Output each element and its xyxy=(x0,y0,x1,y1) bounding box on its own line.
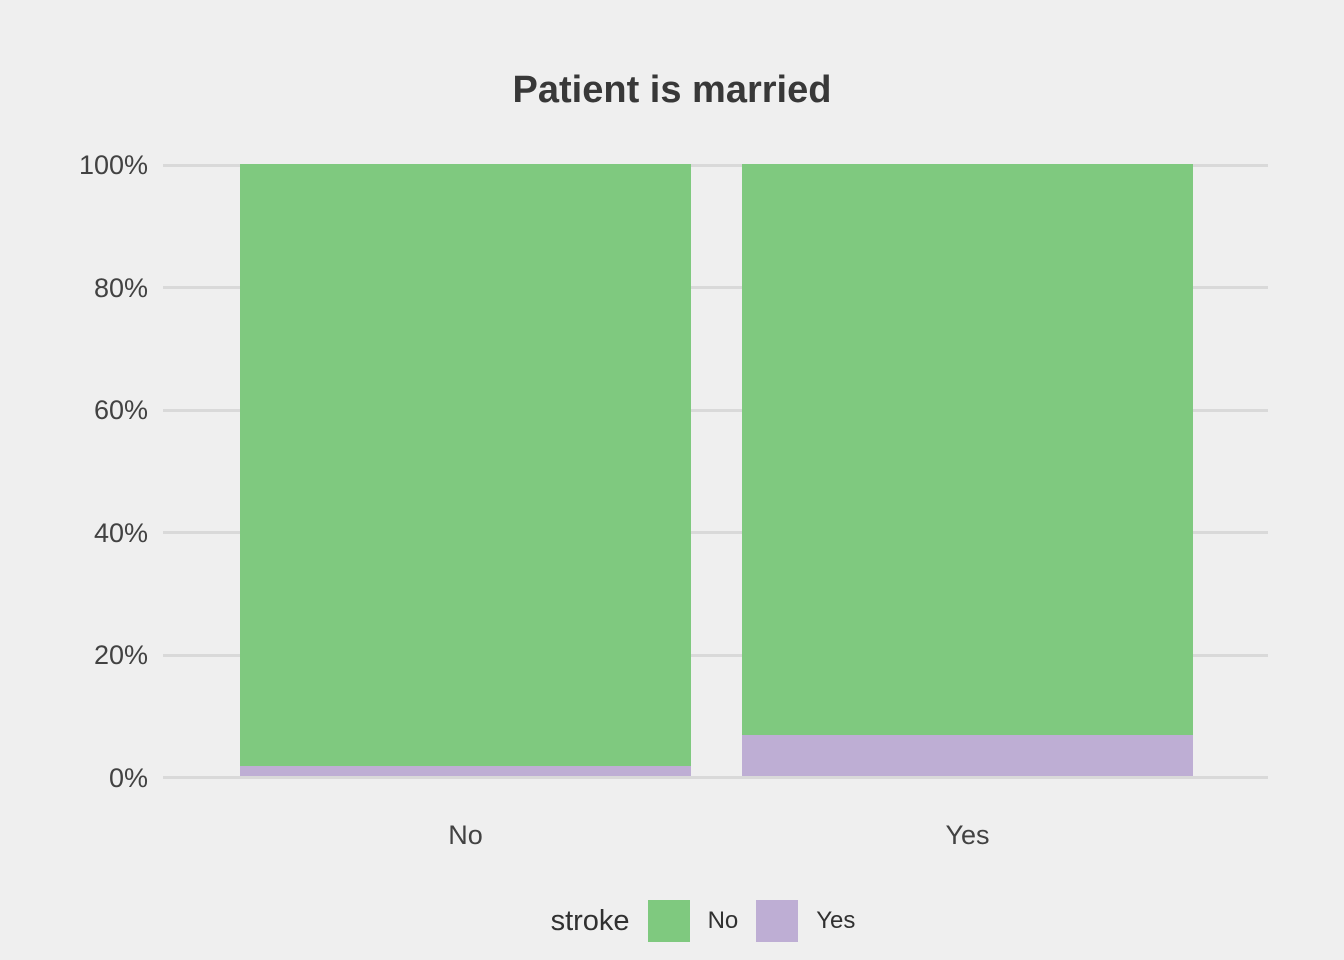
legend-swatch-yes xyxy=(756,900,799,942)
bar-segment-stroke-no xyxy=(240,164,691,766)
y-axis-tick-label: 40% xyxy=(93,518,148,548)
stacked-bar-yes xyxy=(742,164,1193,776)
y-axis-tick-label: 0% xyxy=(108,763,148,793)
stacked-bar-no xyxy=(240,164,691,776)
legend-label-yes: Yes xyxy=(816,907,856,934)
chart-title: Patient is married xyxy=(512,69,832,111)
legend-label-no: No xyxy=(707,907,739,934)
legend-swatch-no xyxy=(647,900,690,942)
y-axis-tick-label: 100% xyxy=(78,150,148,180)
y-axis-tick-label: 80% xyxy=(93,273,148,303)
legend-title: stroke xyxy=(550,904,630,937)
gridline-40% xyxy=(163,531,1268,534)
bar-segment-stroke-no xyxy=(742,164,1193,735)
gridline-60% xyxy=(163,408,1268,412)
gridline-100% xyxy=(163,163,1268,167)
y-axis-tick-label: 20% xyxy=(93,640,148,670)
x-axis-category-label: Yes xyxy=(945,820,990,850)
y-axis-tick-label: 60% xyxy=(93,395,148,425)
bar-segment-stroke-yes xyxy=(240,766,691,776)
legend: stroke No Yes xyxy=(62,898,1344,944)
x-axis-category-label: No xyxy=(448,820,483,850)
gridline-0% xyxy=(163,776,1268,779)
gridline-80% xyxy=(163,286,1268,289)
bar-segment-stroke-yes xyxy=(742,735,1193,776)
gridline-20% xyxy=(163,653,1268,657)
